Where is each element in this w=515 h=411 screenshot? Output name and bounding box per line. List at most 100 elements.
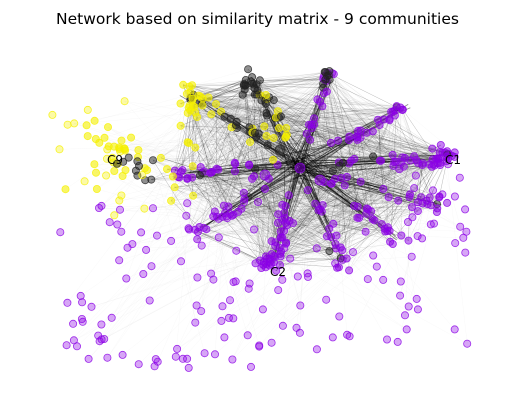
network-edge <box>193 167 301 196</box>
network-node <box>191 318 200 327</box>
network-edge <box>326 75 357 137</box>
network-edge <box>282 166 432 206</box>
network-edge <box>98 118 390 209</box>
network-edge <box>200 96 315 125</box>
network-edge <box>273 99 395 116</box>
network-edge <box>331 183 360 219</box>
network-node <box>385 116 394 125</box>
network-edge <box>145 176 174 250</box>
network-edge <box>119 94 194 201</box>
network-edge <box>330 142 419 203</box>
network-edge <box>317 99 375 221</box>
network-edge <box>273 152 455 160</box>
network-edge <box>259 94 433 160</box>
network-node <box>262 109 271 118</box>
network-edge <box>282 158 440 238</box>
network-edge <box>192 87 324 167</box>
network-edge <box>259 94 397 107</box>
network-edge <box>199 175 355 207</box>
network-edge <box>190 99 262 269</box>
network-node <box>432 207 441 216</box>
network-edge <box>289 143 351 154</box>
network-edge <box>175 147 196 357</box>
chart-title: Network based on similarity matrix - 9 c… <box>56 10 459 28</box>
network-edge <box>337 140 410 198</box>
network-node <box>84 354 93 363</box>
network-edge <box>194 172 211 230</box>
network-edge <box>174 89 245 171</box>
network-edge <box>195 147 239 213</box>
network-edge <box>279 247 343 260</box>
network-edge <box>285 161 395 224</box>
network-edge <box>238 211 279 215</box>
network-edge <box>202 75 328 99</box>
network-edge <box>249 127 317 249</box>
network-edge <box>202 98 380 126</box>
network-edge <box>251 178 350 271</box>
network-edge <box>224 110 396 214</box>
network-edge <box>335 164 430 249</box>
network-node <box>118 350 127 359</box>
network-node <box>102 171 111 180</box>
network-edge <box>192 166 276 247</box>
network-edge <box>249 141 266 176</box>
network-edge <box>348 164 430 271</box>
network-edge <box>271 218 373 242</box>
network-edge <box>190 99 275 263</box>
network-edge <box>244 198 281 238</box>
network-edge <box>335 205 355 249</box>
network-edge <box>179 177 283 206</box>
network-edge <box>189 86 449 160</box>
network-node <box>388 150 397 159</box>
network-edge <box>384 110 396 232</box>
network-edge <box>171 200 343 251</box>
network-edge <box>389 200 427 242</box>
network-edge <box>322 166 405 206</box>
network-edge <box>145 106 195 181</box>
network-node <box>281 133 290 142</box>
network-edge <box>245 85 397 108</box>
network-edge <box>193 105 390 119</box>
network-node <box>429 160 438 169</box>
network-edge <box>261 240 409 269</box>
network-node <box>128 240 137 249</box>
network-edge <box>253 83 446 153</box>
network-node <box>284 191 293 200</box>
network-edge <box>214 94 243 212</box>
network-edge <box>313 124 325 183</box>
network-edge <box>272 114 291 175</box>
network-edge <box>402 109 438 205</box>
network-edge <box>377 119 419 310</box>
network-node <box>276 233 285 242</box>
network-edge <box>277 164 360 219</box>
network-node <box>168 172 177 181</box>
network-edge <box>267 145 374 157</box>
network-edge <box>300 83 324 306</box>
network-edge <box>198 78 324 96</box>
network-edge <box>324 71 373 220</box>
network-edge <box>119 103 266 261</box>
network-edge <box>215 103 268 116</box>
network-node <box>400 311 409 320</box>
network-node <box>48 110 57 119</box>
network-edge <box>330 73 333 143</box>
network-edge <box>264 107 401 127</box>
network-edge <box>192 84 397 162</box>
network-edge <box>280 156 374 232</box>
network-edge <box>126 161 397 279</box>
network-node <box>260 122 269 131</box>
network-node <box>312 244 321 253</box>
network-edge <box>336 120 390 268</box>
network-edge <box>285 137 321 181</box>
network-edge <box>73 153 449 341</box>
network-node <box>292 323 301 332</box>
network-edge <box>265 117 277 268</box>
network-edge <box>171 200 287 244</box>
network-edge <box>283 171 299 207</box>
network-edge <box>152 109 403 209</box>
network-edge <box>195 132 367 148</box>
network-edge <box>171 192 244 201</box>
network-node <box>335 312 344 321</box>
network-edge <box>280 204 428 255</box>
network-edge <box>278 117 358 141</box>
